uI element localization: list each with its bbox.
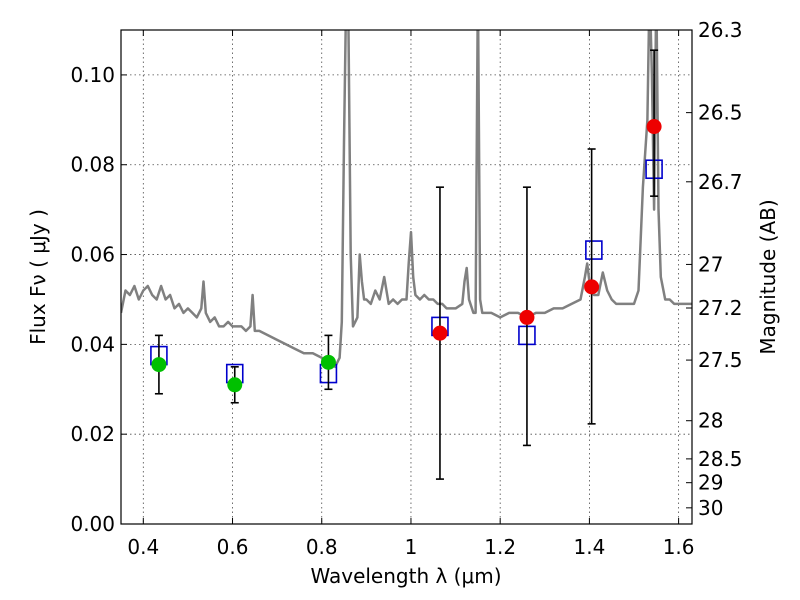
y2-tick-label: 26.5 (698, 101, 743, 125)
y-tick-label: 0.10 (70, 63, 115, 87)
y-tick-label: 0.04 (70, 332, 115, 356)
x-tick-label: 1 (405, 535, 418, 559)
y2-tick-label: 26.3 (698, 18, 743, 42)
x-tick-label: 1.6 (663, 535, 695, 559)
y2-tick-label: 28.5 (698, 447, 743, 471)
y2-tick-label: 28 (698, 409, 723, 433)
y-tick-label: 0.06 (70, 243, 115, 267)
y2-tick-label: 30 (698, 496, 723, 520)
y-axis-title: Flux Fν ( μJy ) (26, 209, 50, 345)
circle-marker (584, 279, 600, 295)
error-bars (150, 49, 663, 480)
circle-marker (519, 309, 535, 325)
circle-marker (151, 357, 167, 373)
axes: 0.4 0.6 0.8 1 1.2 1.4 1.6 0.00 0.02 0.04 0.06 0.08 0… (70, 18, 742, 559)
square-marker (585, 240, 603, 260)
x-axis-title: Wavelength λ (μm) (310, 564, 501, 588)
plot-area (121, 30, 692, 369)
circle-marker (227, 377, 243, 393)
circle-marker (646, 119, 662, 135)
grid-lines (121, 30, 692, 524)
x-tick-label: 0.6 (217, 535, 249, 559)
circle-marker (320, 354, 336, 370)
y-tick-label: 0.02 (70, 422, 115, 446)
y-tick-label: 0.08 (70, 153, 115, 177)
spectrum-line (121, 30, 692, 369)
plot-frame (120, 29, 693, 525)
y2-tick-label: 29 (698, 471, 723, 495)
y-tick-label: 0.00 (70, 512, 115, 536)
y2-tick-label: 27 (698, 252, 723, 276)
y2-tick-label: 26.7 (698, 170, 743, 194)
circle-marker (432, 325, 448, 341)
x-tick-label: 0.4 (127, 535, 159, 559)
y2-axis-title: Magnitude (AB) (756, 199, 780, 354)
y2-tick-label: 27.5 (698, 348, 743, 372)
x-tick-label: 0.8 (306, 535, 338, 559)
x-tick-label: 1.2 (484, 535, 516, 559)
y2-tick-label: 27.2 (698, 296, 743, 320)
x-tick-label: 1.4 (573, 535, 605, 559)
